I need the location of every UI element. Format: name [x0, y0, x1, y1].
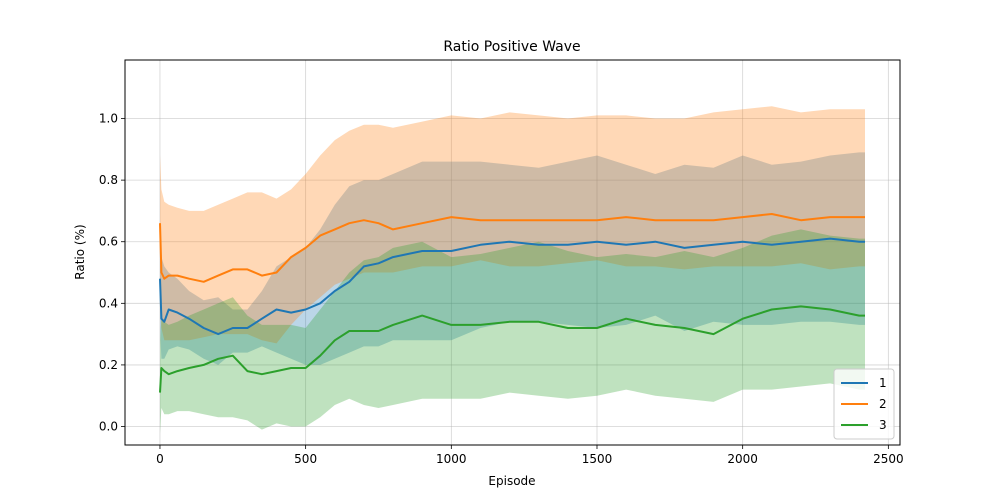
x-tick-label: 2000	[727, 452, 758, 466]
line-series-3	[159, 305, 865, 393]
y-tick-label: 0.2	[99, 358, 118, 372]
series-lines	[159, 213, 865, 393]
line-series-2	[159, 213, 865, 283]
y-tick-label: 0.0	[99, 420, 118, 434]
plot-frame	[124, 59, 901, 446]
legend-label-2: 2	[879, 397, 887, 411]
x-tick-label: 1000	[436, 452, 467, 466]
legend-label-1: 1	[879, 376, 887, 390]
x-tick-label: 1500	[582, 452, 613, 466]
x-axis-label: Episode	[488, 474, 535, 488]
y-axis-ticks: 0.0 0.2 0.4 0.6 0.8 1.0	[99, 112, 125, 434]
x-axis-ticks: 0 500 1000 1500 2000 2500	[156, 445, 904, 466]
legend: 1 2 3	[833, 368, 895, 440]
band-series-1	[160, 152, 865, 365]
band-series-3	[160, 229, 865, 433]
line-series-1	[159, 237, 865, 336]
y-axis-label: Ratio (%)	[73, 224, 87, 279]
x-tick-label: 500	[294, 452, 317, 466]
confidence-bands	[160, 106, 865, 433]
x-tick-label: 0	[156, 452, 164, 466]
chart-title: Ratio Positive Wave	[443, 39, 580, 55]
y-tick-label: 1.0	[99, 112, 118, 126]
y-tick-label: 0.4	[99, 296, 118, 310]
band-series-2	[160, 106, 865, 344]
y-tick-label: 0.6	[99, 235, 118, 249]
x-tick-label: 2500	[873, 452, 904, 466]
y-tick-label: 0.8	[99, 173, 118, 187]
legend-label-3: 3	[879, 418, 887, 432]
